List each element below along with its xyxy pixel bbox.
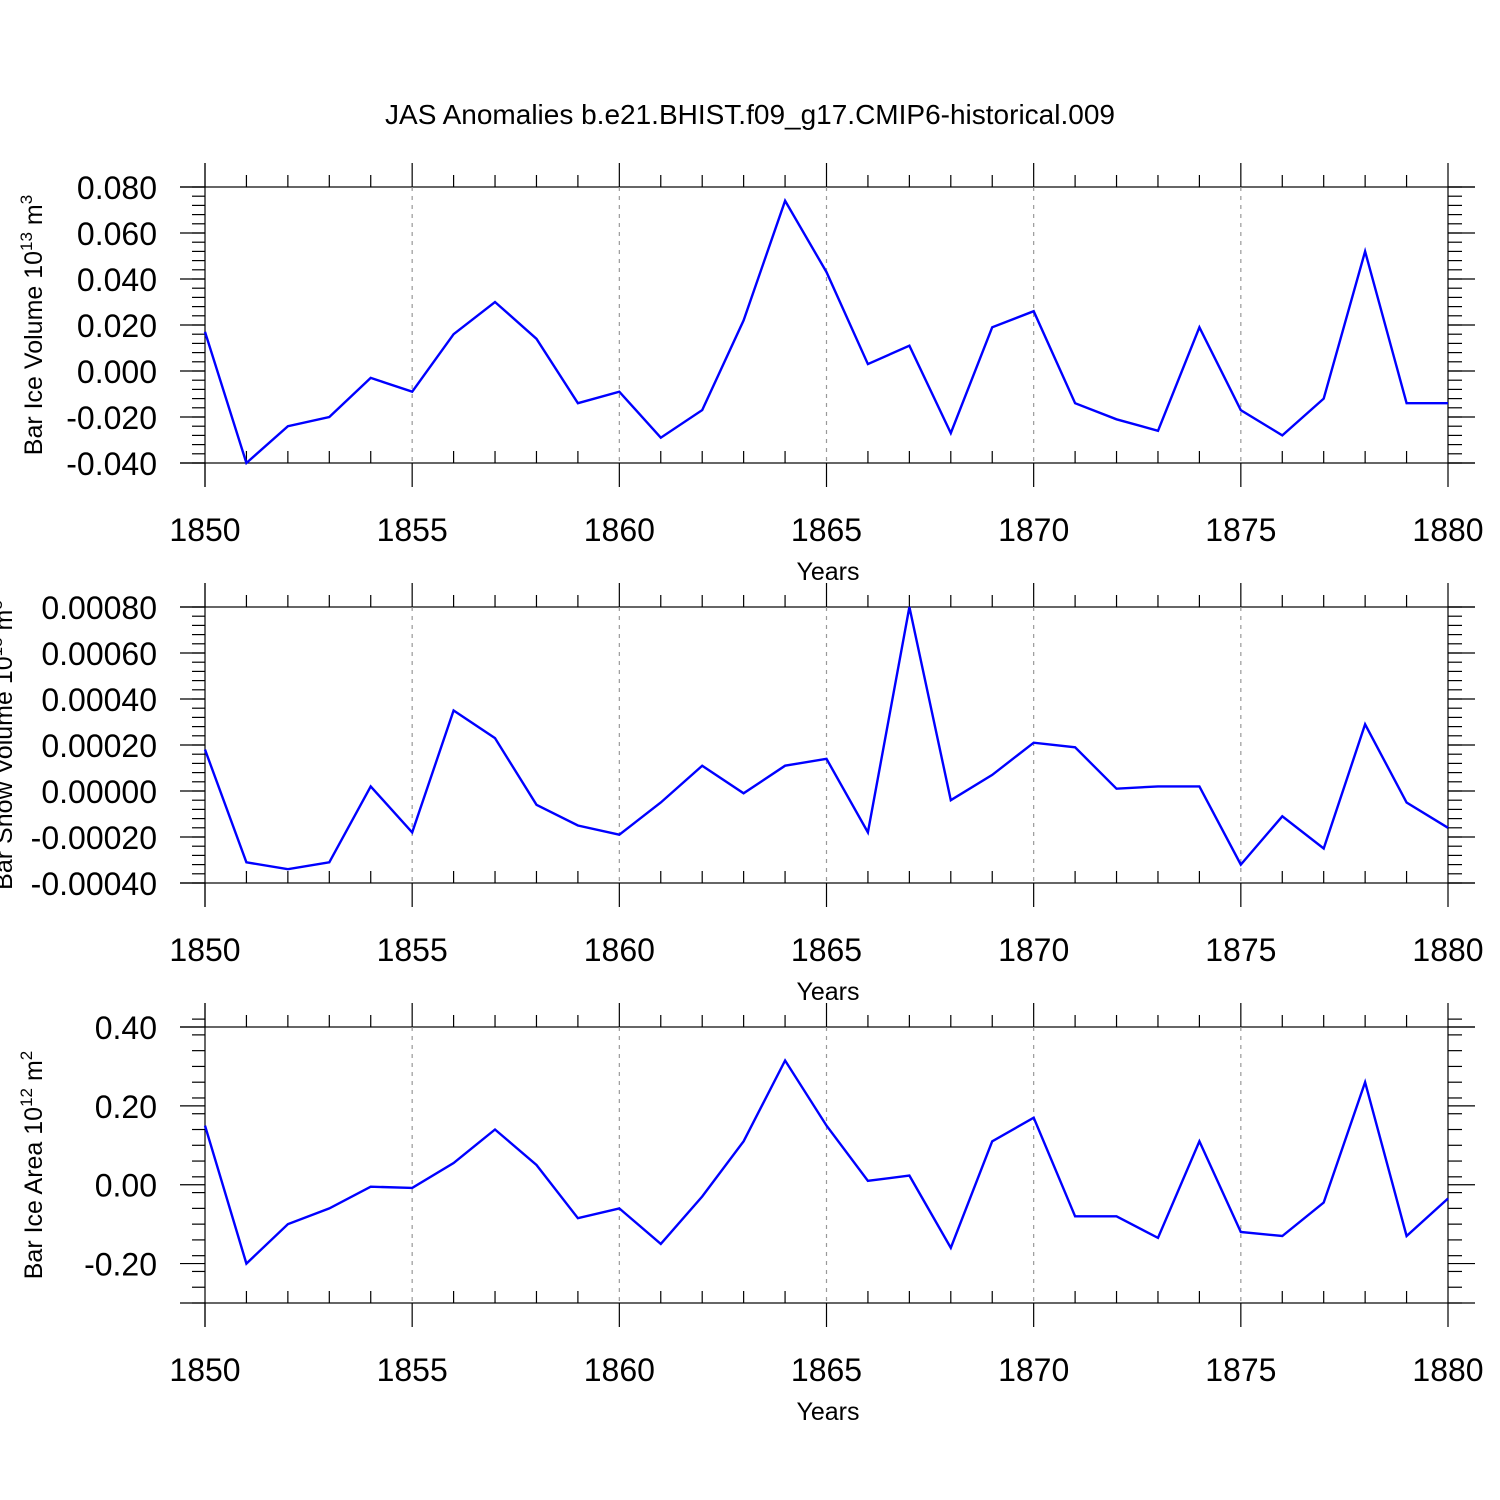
x-tick-label: 1870 bbox=[998, 512, 1069, 548]
x-tick-label: 1860 bbox=[584, 932, 655, 968]
y-axis-title-unit-exponent: 3 bbox=[17, 195, 36, 204]
y-tick-label: 0.00 bbox=[95, 1168, 157, 1204]
y-tick-label: 0.00040 bbox=[41, 682, 157, 718]
y-tick-label: 0.080 bbox=[77, 170, 157, 206]
x-tick-label: 1850 bbox=[169, 932, 240, 968]
x-axis-title: Years bbox=[796, 978, 859, 1006]
x-tick-label: 1850 bbox=[169, 1352, 240, 1388]
chart-panel-2: 1850 1855 1860 1865 1870 1875 1880 -0.00040 -0.0… bbox=[0, 583, 1484, 1006]
chart-panel-3: 1850 1855 1860 1865 1870 1875 1880 -0.20 0.00 0.2… bbox=[17, 1003, 1484, 1426]
x-axis-title: Years bbox=[796, 1398, 859, 1426]
chart-panel-1: 1850 1855 1860 1865 1870 1875 1880 -0.040 -0.020… bbox=[17, 163, 1484, 586]
y-tick-label: -0.020 bbox=[66, 400, 157, 436]
x-tick-label: 1880 bbox=[1412, 1352, 1483, 1388]
x-tick-label: 1865 bbox=[791, 932, 862, 968]
series-line bbox=[203, 606, 1449, 871]
x-tick-label: 1865 bbox=[791, 1352, 862, 1388]
y-tick-label: 0.00080 bbox=[41, 590, 157, 626]
x-tick-label: 1875 bbox=[1205, 1352, 1276, 1388]
figure-title: JAS Anomalies b.e21.BHIST.f09_g17.CMIP6-… bbox=[385, 99, 1115, 130]
y-tick-label: 0.00060 bbox=[41, 636, 157, 672]
x-tick-label: 1850 bbox=[169, 512, 240, 548]
y-tick-label: 0.20 bbox=[95, 1089, 157, 1125]
y-tick-label: 0.040 bbox=[77, 262, 157, 298]
x-tick-label: 1860 bbox=[584, 1352, 655, 1388]
y-tick-label: -0.00040 bbox=[31, 866, 157, 902]
x-tick-label: 1855 bbox=[377, 932, 448, 968]
y-axis-title-exponent: 12 bbox=[17, 1088, 36, 1107]
y-axis-title-text: Bar Ice Area 10 bbox=[20, 1107, 48, 1279]
x-tick-label: 1870 bbox=[998, 932, 1069, 968]
y-tick-label: 0.00000 bbox=[41, 774, 157, 810]
y-tick-label: -0.040 bbox=[66, 446, 157, 482]
y-tick-label: 0.00020 bbox=[41, 728, 157, 764]
x-tick-label: 1875 bbox=[1205, 932, 1276, 968]
x-tick-label: 1860 bbox=[584, 512, 655, 548]
y-axis-title: Bar Ice Area 1012 m2 bbox=[17, 1051, 48, 1280]
x-tick-label: 1880 bbox=[1412, 512, 1483, 548]
y-axis-title-text: Bar Snow Volume 10 bbox=[0, 656, 18, 889]
series-line bbox=[203, 197, 1448, 466]
y-tick-label: -0.20 bbox=[84, 1247, 157, 1283]
y-tick-label: 0.40 bbox=[95, 1010, 157, 1046]
x-tick-label: 1880 bbox=[1412, 932, 1483, 968]
x-tick-label: 1870 bbox=[998, 1352, 1069, 1388]
y-axis-title-unit: m bbox=[20, 1060, 48, 1088]
series-line bbox=[203, 1058, 1449, 1266]
y-tick-label: 0.000 bbox=[77, 354, 157, 390]
y-axis-title-unit: m bbox=[20, 204, 48, 232]
y-axis-title-unit: m bbox=[0, 610, 18, 638]
x-tick-label: 1855 bbox=[377, 512, 448, 548]
panels: 1850 1855 1860 1865 1870 1875 1880 -0.040 -0.020… bbox=[0, 163, 1484, 1426]
x-tick-label: 1865 bbox=[791, 512, 862, 548]
y-axis-title-exponent: 13 bbox=[0, 637, 6, 656]
y-tick-label: 0.060 bbox=[77, 216, 157, 252]
y-tick-label: -0.00020 bbox=[31, 820, 157, 856]
y-axis-title-unit-exponent: 2 bbox=[17, 1051, 36, 1060]
y-axis-title-text: Bar Ice Volume 10 bbox=[20, 251, 48, 455]
x-tick-label: 1855 bbox=[377, 1352, 448, 1388]
y-axis-title-exponent: 13 bbox=[17, 232, 36, 251]
y-tick-label: 0.020 bbox=[77, 308, 157, 344]
x-tick-label: 1875 bbox=[1205, 512, 1276, 548]
x-axis-title: Years bbox=[796, 558, 859, 586]
y-axis-title: Bar Ice Volume 1013 m3 bbox=[17, 195, 48, 455]
y-axis-title: Bar Snow Volume 1013 m3 bbox=[0, 600, 18, 890]
y-axis-title-unit-exponent: 3 bbox=[0, 600, 6, 609]
